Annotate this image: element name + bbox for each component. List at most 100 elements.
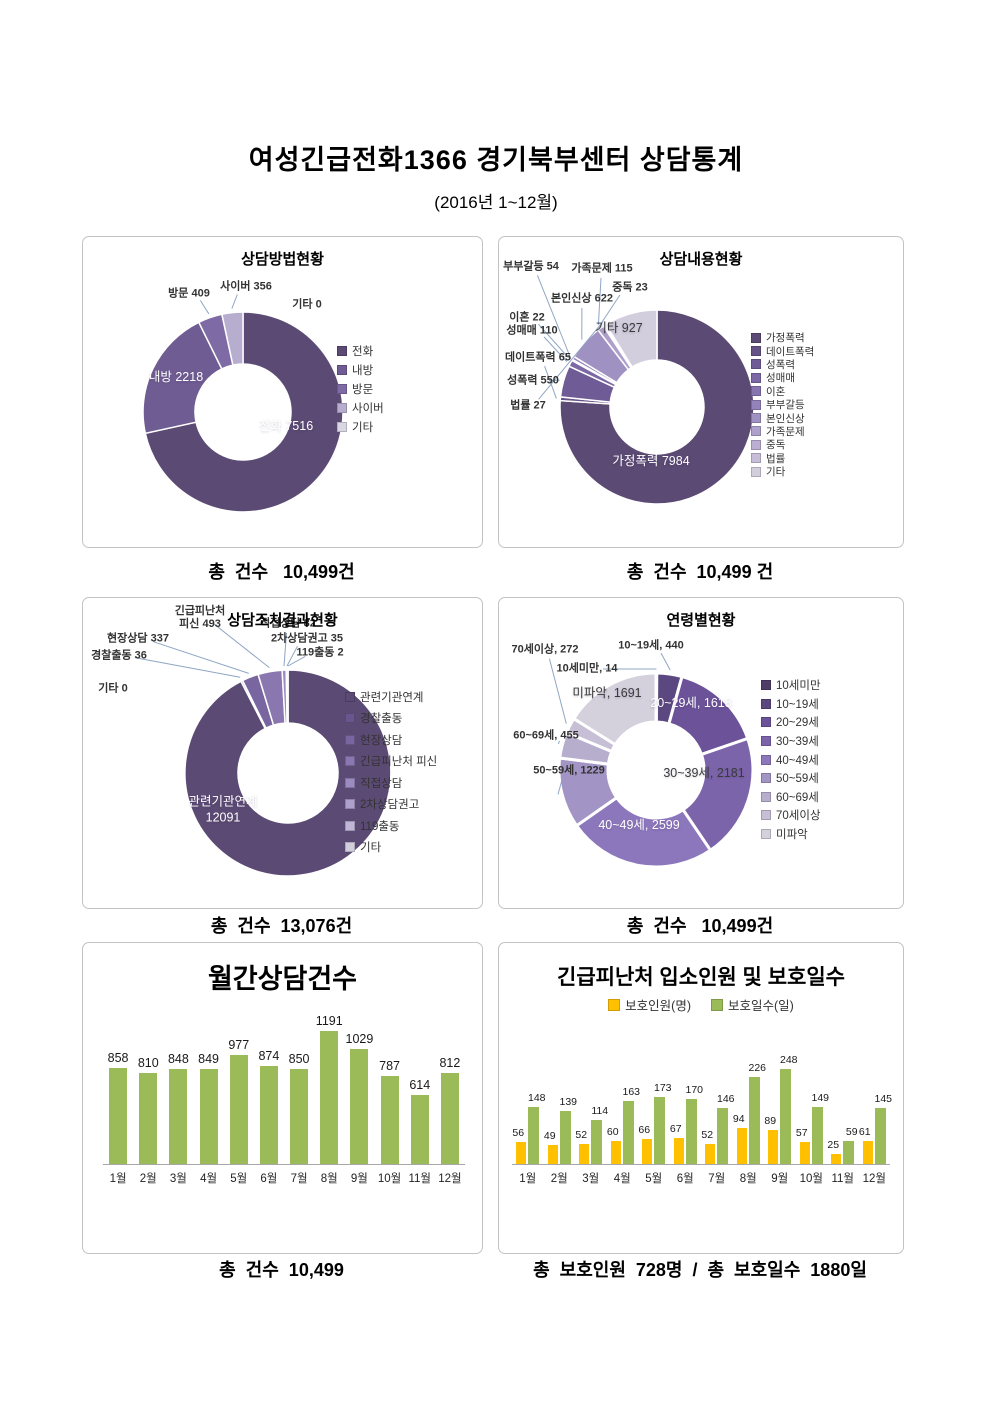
bar [440,1073,459,1164]
bar-value-label: 49 [543,1130,556,1143]
slice-label: 2차상담권고 35 [270,632,344,645]
legend-swatch-icon [751,453,761,464]
x-axis-label: 3월 [582,1173,600,1185]
x-axis-label: 6월 [260,1173,278,1185]
leader-line [153,641,249,674]
legend-item: 기타 [751,465,814,478]
bar-value-label: 60 [606,1125,619,1138]
legend-item: 직접상담 [345,772,437,794]
bar-value-label: 848 [167,1052,189,1066]
page-title: 여성긴급전화1366 경기북부센터 상담통계 [248,145,744,175]
legend-item: 20~29세 [761,713,821,732]
legend-label: 관련기관연계 [360,691,424,704]
total-result: 총 건수 13,076건 [210,916,353,936]
bar [622,1101,634,1164]
legend-swatch-icon [345,756,355,767]
bar-value-label: 810 [137,1056,159,1071]
legend-item: 내방 [337,360,384,379]
bar [169,1069,188,1164]
legend-swatch-icon [337,383,347,394]
legend-item: 성매매 [751,371,814,384]
x-axis-label: 5월 [645,1173,663,1185]
donut-slice-전화 [144,311,344,513]
donut-slice-사이버 [221,311,244,366]
bar-value-label: 787 [379,1058,401,1073]
x-axis-label: 8월 [320,1173,338,1185]
bar-value-label: 67 [669,1123,682,1136]
bar-value-label: 170 [685,1083,704,1096]
x-axis-label: 2월 [550,1173,568,1185]
slice-label: 본인신상 622 [551,292,613,305]
legend-label: 성매매 [766,372,795,385]
legend-item: 10~19세 [761,695,821,714]
slice-label: 직접상담 82 [260,617,316,630]
legend-label: 직접상담 [360,777,403,790]
chart-panel-result: 상담조치결과현황 관련기관연계 12091 긴급피난처 피신 493 직접상담 82… [82,597,483,909]
legend-swatch-icon [345,734,355,745]
legend-swatch-icon [751,359,761,370]
legend-swatch-icon [751,466,761,477]
legend-swatch-icon [761,829,771,840]
bar-value-label: 94 [732,1112,745,1125]
donut-slice-관련기관연계 [184,669,392,877]
leader-line [286,645,298,667]
leader-line [212,622,270,668]
x-axis-label: 10월 [799,1173,823,1185]
total-shelter: 총 보호인원 728명 / 총 보호일수 1880일 [533,1260,867,1280]
bar [780,1068,792,1164]
leader-line [287,655,306,667]
bar-plot-monthly: 858 1월 810 2월 848 3월 849 4월 977 5월 874 6월 850 7월 1191 8… [103,998,465,1185]
legend-age: 10세미만 10~19세 20~29세 30~39세 40~49세 50~59세 60~69… [761,676,821,843]
slice-label: 관련기관연계 12091 [188,794,258,824]
donut-svg [536,275,755,505]
legend-swatch-icon [345,842,355,853]
legend-label: 내방 [352,364,374,377]
legend-item: 이혼 [751,385,814,398]
legend-swatch-icon [761,754,771,765]
leader-line [199,300,210,315]
x-axis-label: 7월 [290,1173,308,1185]
bar-value-label: 52 [701,1129,714,1141]
x-axis-label: 12월 [862,1173,886,1185]
bar [259,1066,278,1164]
legend-item: 40~49세 [761,750,821,769]
slice-label: 70세이상, 272 [511,643,579,656]
bar-value-label: 59 [845,1126,858,1139]
donut-chart-age: 10~19세, 440 70세이상, 272 10세미만, 14 60~69세, 45… [499,598,903,908]
chart-title-monthly: 월간상담건수 [207,964,358,994]
slice-label: 미파악, 1691 [572,686,642,701]
chart-panel-monthly: 월간상담건수 858 1월 810 2월 848 3월 849 4월 977 5월 874 6월 850… [82,942,483,1254]
donut-svg [134,622,392,877]
x-axis-label: 3월 [169,1173,187,1185]
slice-label: 20~29세, 1618 [650,696,732,711]
slice-label: 가정폭력 7984 [612,454,690,469]
slice-label: 10~19세, 440 [618,639,684,652]
chart-panel-shelter: 긴급피난처 입소인원 및 보호일수 보호인원(명) 보호일수(일) 56 148 1월… [498,942,904,1254]
x-axis-label: 1월 [519,1173,537,1185]
bar [610,1140,621,1164]
legend-swatch-icon [337,421,347,432]
bar-value-label: 226 [748,1062,767,1074]
donut-chart-method: 전화 7516 내방 2218 방문 409 사이버 356 기타 0 [83,237,482,547]
donut-svg [142,294,344,513]
bar [736,1127,747,1164]
total-monthly: 총 건수 10,499 [219,1260,344,1280]
leader-line [548,658,567,724]
total-content: 총 건수 10,499 건 [626,562,774,582]
slice-label: 30~39세, 2181 [663,766,745,781]
slice-label: 기타 0 [292,298,322,311]
legend-item: 10세미만 [761,676,821,695]
legend-item: 60~69세 [761,788,821,807]
total-age: 총 건수 10,499건 [626,916,774,936]
leader-line [231,294,238,309]
bar [516,1142,527,1164]
x-axis-label: 4월 [200,1173,218,1185]
legend-item: 사이버 [337,398,384,417]
legend-item: 현장상담 [345,729,437,751]
legend-item: 30~39세 [761,732,821,751]
x-axis-label: 4월 [613,1173,631,1185]
bar-value-label: 874 [258,1049,280,1064]
slice-label: 현장상담 337 [107,632,169,645]
legend-item: 보호일수(일) [711,995,794,1014]
